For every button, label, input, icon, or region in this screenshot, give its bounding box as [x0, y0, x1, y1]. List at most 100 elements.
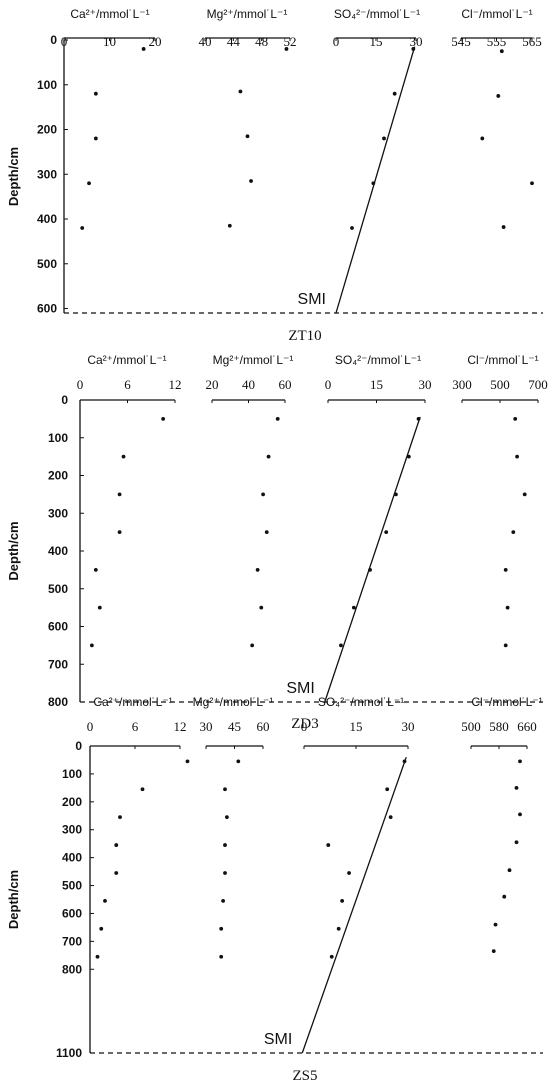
data-point	[513, 416, 518, 421]
panel-1: Ca²⁺/mmol˙L⁻¹0 6 12	[77, 353, 182, 648]
data-point	[225, 815, 229, 820]
depth-tick-label: 300	[37, 167, 57, 181]
data-point	[503, 643, 508, 648]
data-point	[336, 926, 341, 931]
data-point	[227, 223, 232, 228]
panel-tick-label: 6	[124, 377, 131, 392]
data-point	[326, 843, 331, 847]
depth-tick-label: 100	[48, 431, 68, 445]
panel-4: Cl⁻/mmol˙L⁻¹ 300 500 700	[452, 353, 548, 648]
panel-tick-label: 0	[325, 377, 332, 392]
panel-axis-title: Ca²⁺/mmol˙L⁻¹	[70, 7, 149, 21]
data-point	[340, 898, 345, 903]
panel-tick-label: 0	[333, 34, 340, 49]
panel-3: SO₄²⁻/mmol˙L⁻¹ 0 15 30	[333, 7, 423, 314]
data-point	[161, 416, 166, 421]
data-point	[255, 567, 260, 572]
panel-tick-label: 500	[461, 719, 481, 734]
data-point	[95, 954, 100, 959]
panel-axis-title: Mg²⁺/mmol˙L⁻¹	[213, 353, 294, 367]
panel-tick-label: 15	[370, 34, 383, 49]
depth-tick-label: 300	[62, 823, 82, 837]
data-point	[93, 136, 98, 141]
data-point	[219, 954, 224, 959]
data-point	[284, 47, 289, 51]
depth-tick-label: 400	[48, 544, 68, 558]
panel-tick-label: 40	[242, 377, 255, 392]
panel-axis-title: Mg²⁺/mmol˙L⁻¹	[207, 7, 288, 21]
data-point	[351, 605, 356, 610]
panel-axis-title: SO₄²⁻/mmol˙L⁻¹	[334, 7, 420, 21]
panel-tick-label: 545	[451, 34, 471, 49]
data-point	[388, 815, 393, 820]
panel-axis-title: Ca²⁺/mmol˙L⁻¹	[87, 353, 166, 367]
depth-axis-title: Depth/cm	[6, 870, 21, 929]
panel-4: Cl⁻/mmol˙L⁻¹ 545 555 565	[451, 7, 542, 229]
panel-tick-label: 45	[228, 719, 241, 734]
data-point	[514, 840, 519, 845]
data-point	[493, 922, 498, 927]
depth-tick-label: 0	[50, 33, 57, 47]
data-point	[402, 759, 407, 764]
data-point	[518, 759, 522, 764]
smi-label: SMI	[298, 291, 326, 308]
depth-tick-label: 800	[62, 962, 82, 976]
depth-tick-label: 200	[62, 795, 82, 809]
depth-tick-label: 0	[61, 393, 68, 407]
data-point	[275, 416, 280, 421]
data-point	[502, 894, 507, 899]
data-point	[264, 530, 269, 535]
panel-tick-label: 700	[528, 377, 548, 392]
panel-tick-label: 15	[350, 719, 363, 734]
depth-tick-label: 0	[75, 739, 82, 753]
panel-tick-label: 60	[257, 719, 270, 734]
data-point	[514, 785, 519, 790]
panel-tick-label: 0	[87, 719, 94, 734]
depth-tick-label: 300	[48, 506, 68, 520]
panel-tick-label: 555	[487, 34, 507, 49]
data-point	[259, 605, 264, 610]
depth-tick-label: 400	[37, 212, 57, 226]
data-point	[117, 530, 122, 535]
panel-tick-label: 20	[149, 34, 162, 49]
data-point	[411, 47, 416, 51]
data-point	[368, 567, 372, 572]
data-point	[394, 492, 398, 497]
data-point	[221, 898, 226, 903]
data-point	[121, 454, 126, 459]
data-point	[118, 815, 122, 820]
panel-tick-label: 12	[169, 377, 182, 392]
panel-1: Ca²⁺/mmol˙L⁻¹0 6 12	[87, 695, 190, 959]
panel-tick-label: 500	[490, 377, 510, 392]
sulfate-trend-line	[301, 756, 407, 1054]
data-point	[522, 492, 527, 497]
panel-tick-label: 0	[61, 34, 68, 49]
depth-tick-label: 400	[62, 851, 82, 865]
panel-axis-title: Cl⁻/mmol˙L⁻¹	[461, 7, 532, 21]
panel-tick-label: 20	[206, 377, 219, 392]
profile-zs5: 01002003004005006007008001100Depth/cmCa²…	[6, 695, 543, 1084]
data-point	[329, 954, 334, 959]
data-point	[89, 643, 94, 648]
depth-tick-label: 800	[48, 695, 68, 709]
depth-tick-label: 700	[48, 657, 68, 671]
data-point	[499, 49, 504, 54]
sulfate-trend-line	[335, 46, 416, 314]
panel-4: Cl⁻/mmol˙L⁻¹ 500 580 660	[461, 695, 543, 954]
data-point	[185, 759, 190, 764]
data-point	[507, 868, 512, 873]
sulfate-trend-line	[324, 416, 421, 703]
depth-tick-label: 600	[48, 620, 68, 634]
data-point	[515, 454, 519, 459]
profile-zd3: 0100200300400500600700800Depth/cmCa²⁺/mm…	[6, 353, 548, 732]
data-point	[87, 181, 91, 186]
data-point	[530, 181, 534, 186]
smi-label: SMI	[286, 680, 314, 697]
panel-2: Mg²⁺/mmol˙L⁻¹ 40 44 48 52	[199, 7, 297, 228]
panel-tick-label: 300	[452, 377, 472, 392]
data-point	[350, 226, 354, 230]
data-point	[385, 787, 390, 792]
depth-tick-label: 100	[37, 78, 57, 92]
smi-label: SMI	[264, 1031, 292, 1048]
